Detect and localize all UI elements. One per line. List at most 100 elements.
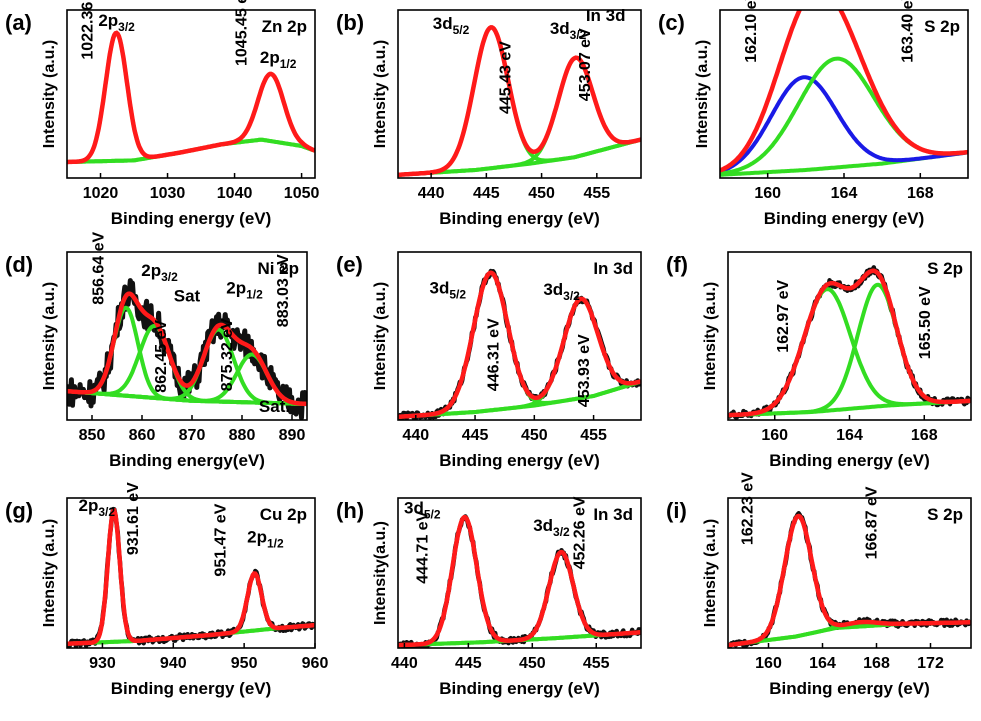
x-tick-label: 890 — [279, 427, 306, 444]
peak-assignment-label: 3d3/2 — [543, 280, 580, 303]
panel-title: In 3d — [593, 259, 633, 278]
panel-label: (e) — [336, 252, 363, 277]
envelope-fit-line — [728, 268, 971, 418]
peak-position-label: 862.45 eV — [153, 320, 170, 393]
peak-assignment-label: Sat — [174, 287, 201, 306]
x-axis-label: Binding energy (eV) — [769, 679, 930, 698]
panel-label: (a) — [5, 10, 32, 35]
peak-position-label: 1045.45 eV — [234, 0, 251, 66]
peak-assignment-label: 3d5/2 — [430, 279, 467, 302]
y-axis-label: Intensity(a.u.) — [372, 521, 389, 625]
peak-assignment-label: 3d3/2 — [550, 19, 587, 42]
y-axis-label: Intensity (a.u.) — [41, 282, 58, 390]
x-tick-label: 160 — [761, 427, 788, 444]
peak-assignment-label: 2p1/2 — [260, 48, 297, 71]
panel-label: (h) — [336, 498, 364, 523]
x-tick-label: 172 — [917, 655, 944, 672]
panel-label: (f) — [666, 252, 688, 277]
peak-position-label: 162.23 eV — [739, 472, 756, 545]
x-tick-label: 455 — [583, 185, 610, 202]
panel-label: (c) — [658, 10, 685, 35]
component-peak-1 — [398, 25, 641, 177]
x-axis-label: Binding energy (eV) — [764, 209, 925, 228]
peak-assignment-label: 2p1/2 — [226, 279, 263, 302]
peak-position-label: 1022.36 eV — [79, 0, 96, 60]
panel-b: 440 445 450 455 Binding energy (eV) Intensity… — [336, 6, 642, 228]
peak-position-label: 446.31 eV — [486, 318, 503, 391]
x-tick-label: 455 — [580, 427, 607, 444]
plot-area — [67, 278, 307, 420]
peak-position-label: 883.03 eV — [275, 254, 292, 327]
panel-a: 1020 1030 1040 1050 Binding energy (eV) Inten… — [5, 0, 319, 228]
panel-label: (g) — [5, 498, 33, 523]
component-peak-2 — [398, 55, 641, 177]
peak-position-label: 951.47 eV — [213, 503, 230, 576]
x-tick-label: 164 — [836, 427, 863, 444]
x-axis-label: Binding energy (eV) — [111, 679, 272, 698]
x-tick-label: 880 — [229, 427, 256, 444]
panel-f: 160 164 168 Binding energy (eV) Intensity (a… — [666, 251, 972, 470]
x-tick-label: 1050 — [284, 185, 320, 202]
peak-assignment-label: 2p1/2 — [247, 527, 284, 550]
y-axis-label: Intensity (a.u.) — [372, 40, 389, 148]
plot-area — [720, 10, 968, 177]
plot-area — [67, 30, 315, 165]
peak-position-label: 444.71 eV — [414, 510, 431, 583]
peak-position-label: 453.07 eV — [577, 28, 594, 101]
panel-title: Ni 2p — [257, 259, 299, 278]
x-tick-label: 168 — [863, 655, 890, 672]
x-tick-label: 1040 — [217, 185, 253, 202]
y-axis-label: Intensity (a.u.) — [694, 40, 711, 148]
plot-area — [67, 506, 315, 648]
peak-assignment-label: 2p3/2 — [78, 496, 115, 519]
peak-assignment-label: 2p3/2 — [141, 261, 178, 284]
envelope-fit-line — [67, 508, 315, 646]
envelope-fit-line — [728, 513, 971, 648]
x-tick-label: 1020 — [83, 185, 119, 202]
panel-label: (i) — [666, 498, 687, 523]
x-tick-label: 160 — [754, 185, 781, 202]
x-tick-label: 445 — [455, 655, 482, 672]
x-axis-label: Binding energy(eV) — [109, 451, 265, 470]
x-tick-label: 445 — [473, 185, 500, 202]
x-tick-label: 164 — [831, 185, 858, 202]
peak-assignment-label: 3d3/2 — [533, 516, 570, 539]
peak-position-label: 162.10 eV — [743, 0, 760, 63]
x-tick-label: 950 — [231, 655, 258, 672]
envelope-fit-line — [720, 10, 968, 173]
peak-position-label: 166.87 eV — [864, 486, 881, 559]
panel-label: (d) — [5, 252, 33, 277]
x-axis-label: Binding energy (eV) — [111, 209, 272, 228]
peak-position-label: 445.43 eV — [498, 41, 515, 114]
panel-e: 440 445 450 455 Binding energy (eV) Intensity… — [336, 251, 642, 470]
peak-position-label: 453.93 eV — [576, 334, 593, 407]
y-axis-label: Intensity (a.u.) — [702, 282, 719, 390]
x-tick-label: 168 — [907, 185, 934, 202]
x-tick-label: 450 — [528, 185, 555, 202]
panel-title: In 3d — [593, 505, 633, 524]
plot-frame — [397, 9, 642, 179]
x-tick-label: 455 — [583, 655, 610, 672]
x-tick-label: 440 — [418, 185, 445, 202]
panel-label: (b) — [336, 10, 364, 35]
x-tick-label: 960 — [302, 655, 329, 672]
plot-frame — [66, 251, 308, 421]
x-tick-label: 440 — [391, 655, 418, 672]
envelope-fit-line — [67, 291, 307, 407]
panel-title: In 3d — [586, 6, 626, 25]
panel-title: S 2p — [927, 259, 963, 278]
x-tick-label: 850 — [79, 427, 106, 444]
x-tick-label: 450 — [519, 655, 546, 672]
plot-area — [728, 265, 971, 420]
y-axis-label: Intensity (a.u.) — [702, 519, 719, 627]
panel-h: 440 445 450 455 Binding energy (eV) Intensity… — [336, 496, 642, 698]
x-tick-label: 450 — [521, 427, 548, 444]
panel-title: Zn 2p — [262, 17, 307, 36]
plot-frame — [397, 497, 642, 649]
peak-position-label: 875.32 eV — [219, 318, 236, 391]
envelope-fit-line — [398, 270, 641, 420]
peak-position-label: 162.97 eV — [775, 280, 792, 353]
plot-area — [398, 514, 641, 648]
x-tick-label: 930 — [89, 655, 116, 672]
